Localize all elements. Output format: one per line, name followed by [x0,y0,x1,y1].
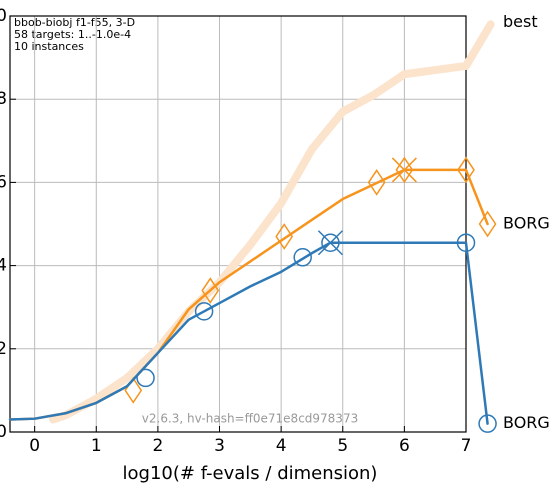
series-line [8,241,489,425]
marker [478,414,497,433]
marker [194,302,214,321]
series-line [49,20,495,424]
legend-label: BORG [503,214,550,233]
x-tick-label: 2 [152,436,163,456]
marker [478,210,497,238]
x-tick-label: 7 [461,436,472,456]
y-tick-label: 6 [0,172,7,192]
marker [321,233,340,252]
x-tick-label: 5 [337,436,348,456]
marker [367,169,386,196]
series-line [8,168,489,421]
y-tick-label: 10 [0,6,7,26]
x-tick-label: 3 [214,436,225,456]
cross-marker [317,230,343,256]
legend-label: BORG [503,413,550,432]
x-tick-label: 1 [91,436,102,456]
annotation: 10 instances [14,40,84,53]
x-tick-label: 0 [29,436,40,456]
x-tick-label: 6 [399,436,410,456]
annotation: bbob-biobj f1-f55, 3-D [14,16,135,29]
y-tick-label: 0 [0,422,7,442]
marker [293,248,312,267]
y-tick-label: 4 [0,256,7,276]
y-tick-label: 2 [0,339,7,359]
x-axis-label: log10(# f-evals / dimension) [123,463,378,484]
plot-frame [9,15,467,433]
marker [136,368,155,388]
marker [456,233,476,252]
annotation: 58 targets: 1..-1.0e-4 [14,28,131,41]
legend-label: best [503,12,538,31]
marker [457,156,475,184]
marker [275,223,294,250]
y-tick-label: 8 [0,89,7,109]
x-tick-label: 4 [276,436,287,456]
version-text: v2.6.3, hv-hash=ff0e71e8cd978373 [142,412,358,426]
marker [201,277,220,304]
cross-marker [391,157,417,183]
marker [395,156,414,184]
